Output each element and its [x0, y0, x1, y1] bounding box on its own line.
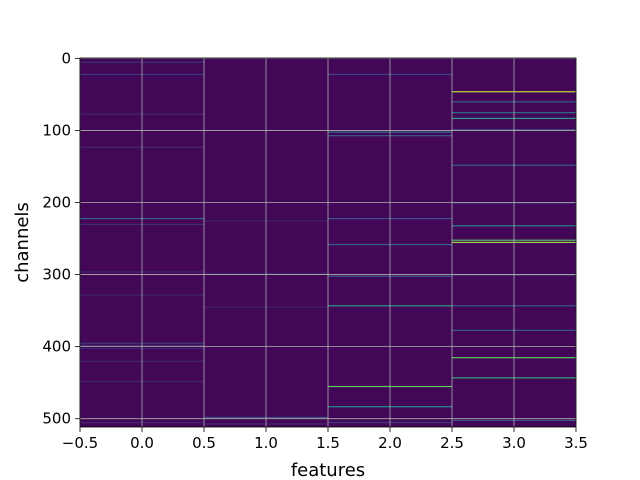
y-tick-label: 300 [42, 266, 71, 284]
y-tick-label: 200 [42, 194, 71, 212]
x-tick-label: 3.0 [502, 434, 526, 452]
x-tick-label: 3.5 [564, 434, 588, 452]
y-tick-label: 500 [42, 410, 71, 428]
x-tick-label: 1.0 [254, 434, 278, 452]
x-tick-label: −0.5 [62, 434, 98, 452]
x-tick-label: 2.0 [378, 434, 402, 452]
y-axis: 0 100 200 300 400 500 [42, 49, 80, 428]
x-tick-label: 0.5 [192, 434, 216, 452]
x-axis-label: features [291, 460, 365, 480]
x-axis: −0.5 0.0 0.5 1.0 1.5 2.0 2.5 3.0 3.5 [62, 427, 588, 452]
y-tick-label: 0 [61, 49, 71, 67]
x-tick-label: 2.5 [440, 434, 464, 452]
x-tick-label: 0.0 [130, 434, 154, 452]
x-tick-label: 1.5 [316, 434, 340, 452]
y-axis-label: channels [12, 202, 33, 283]
y-tick-label: 100 [42, 121, 71, 139]
y-tick-label: 400 [42, 338, 71, 356]
